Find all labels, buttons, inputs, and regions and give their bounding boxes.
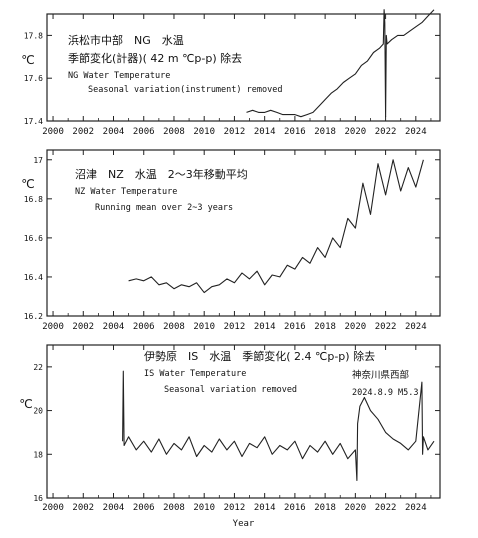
- y-tick-label: 17.4: [24, 117, 43, 126]
- chart-subtitle-en: NG Water Temperature: [68, 71, 170, 81]
- x-tick-label: 2018: [314, 503, 336, 513]
- x-tick-label: 2014: [254, 503, 276, 513]
- x-tick-label: 2020: [345, 503, 367, 513]
- chart-subtitle-en-2: Running mean over 2~3 years: [95, 203, 233, 213]
- x-tick-label: 2014: [254, 322, 276, 332]
- x-tick-label: 2022: [375, 503, 397, 513]
- x-tick-label: 2016: [284, 503, 306, 513]
- y-tick-label: 16.8: [24, 195, 43, 204]
- y-tick-label: 16.6: [24, 234, 43, 243]
- y-axis-label: ℃: [19, 397, 32, 411]
- x-axis-label: Year: [233, 519, 255, 529]
- x-tick-label: 2022: [375, 322, 397, 332]
- y-tick-label: 18: [33, 450, 43, 459]
- x-tick-label: 2000: [42, 322, 64, 332]
- chart-annotation-region: 神奈川県西部: [352, 369, 409, 381]
- x-tick-label: 2004: [103, 127, 125, 137]
- chart-subtitle-en: NZ Water Temperature: [75, 187, 177, 197]
- plot-frame-0: [46, 13, 441, 122]
- x-tick-label: 2006: [133, 503, 155, 513]
- y-tick-label: 17.8: [24, 31, 43, 40]
- series-line-1-0: [128, 159, 424, 294]
- chart-title: 沼津 NZ 水温 2〜3年移動平均: [75, 167, 248, 181]
- plot-frame-2: [46, 344, 441, 499]
- x-tick-label: 2002: [72, 127, 94, 137]
- x-tick-label: 2020: [345, 322, 367, 332]
- x-tick-label: 2008: [163, 127, 185, 137]
- plot-frame-1: [46, 149, 441, 317]
- chart-annotation-event: 2024.8.9 M5.3: [352, 388, 419, 398]
- y-tick-label: 16.2: [24, 312, 43, 321]
- x-tick-label: 2022: [375, 127, 397, 137]
- series-line-2-0: [122, 370, 435, 482]
- x-tick-label: 2012: [224, 503, 246, 513]
- x-tick-label: 2024: [405, 322, 427, 332]
- x-tick-label: 2010: [193, 127, 215, 137]
- x-tick-label: 2016: [284, 127, 306, 137]
- x-tick-label: 2016: [284, 322, 306, 332]
- chart-subtitle-jp: 季節変化(計器)( 42 m ℃p-p) 除去: [68, 51, 242, 65]
- x-tick-label: 2010: [193, 322, 215, 332]
- y-axis-label: ℃: [21, 177, 34, 191]
- x-tick-label: 2008: [163, 322, 185, 332]
- x-tick-label: 2006: [133, 127, 155, 137]
- y-axis-label: ℃: [21, 53, 34, 67]
- y-tick-label: 16.4: [24, 273, 43, 282]
- chart-title: 浜松市中部 NG 水温: [68, 33, 184, 47]
- y-tick-label: 16: [33, 494, 43, 503]
- x-tick-label: 2000: [42, 503, 64, 513]
- y-tick-label: 17: [33, 156, 43, 165]
- chart-subtitle-en-2: Seasonal variation(instrument) removed: [88, 85, 282, 95]
- y-tick-label: 20: [33, 407, 43, 416]
- x-tick-label: 2002: [72, 503, 94, 513]
- x-tick-label: 2012: [224, 322, 246, 332]
- x-tick-label: 2010: [193, 503, 215, 513]
- x-tick-label: 2000: [42, 127, 64, 137]
- x-tick-label: 2004: [103, 503, 125, 513]
- x-tick-label: 2020: [345, 127, 367, 137]
- x-tick-label: 2008: [163, 503, 185, 513]
- chart-title: 伊勢原 IS 水温 季節変化( 2.4 ℃p-p) 除去: [144, 349, 375, 363]
- x-tick-label: 2004: [103, 322, 125, 332]
- x-tick-label: 2012: [224, 127, 246, 137]
- y-tick-label: 22: [33, 363, 43, 372]
- chart-subtitle-en-2: Seasonal variation removed: [164, 385, 297, 395]
- series-line-0-0: [246, 9, 435, 118]
- chart-subtitle-en: IS Water Temperature: [144, 369, 246, 379]
- x-tick-label: 2006: [133, 322, 155, 332]
- x-tick-label: 2014: [254, 127, 276, 137]
- x-tick-label: 2018: [314, 322, 336, 332]
- y-tick-label: 17.6: [24, 74, 43, 83]
- x-tick-label: 2002: [72, 322, 94, 332]
- x-tick-label: 2024: [405, 503, 427, 513]
- x-tick-label: 2024: [405, 127, 427, 137]
- x-tick-label: 2018: [314, 127, 336, 137]
